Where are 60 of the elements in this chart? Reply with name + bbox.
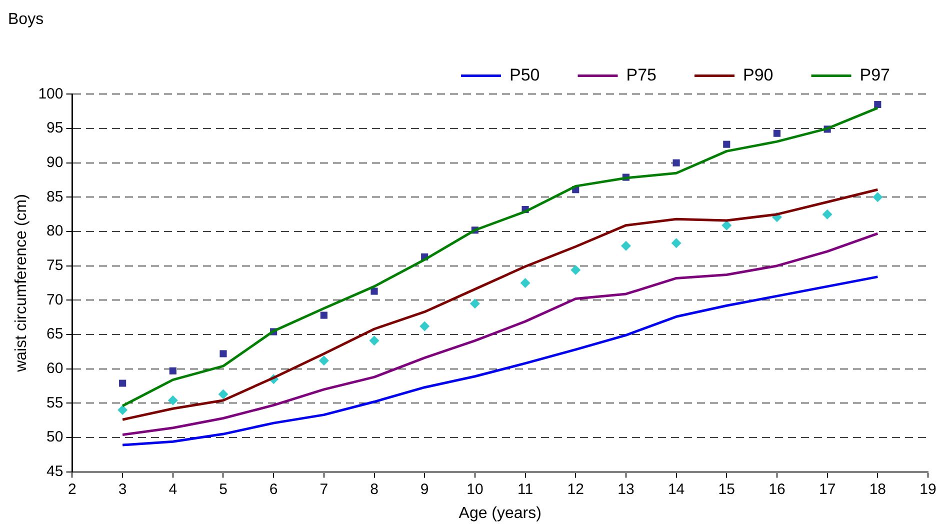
point [420,321,430,332]
point [118,405,128,416]
x-tick-label: 17 [818,480,836,498]
x-tick-label: 5 [219,480,228,498]
point [773,130,781,137]
point [874,100,882,108]
point [119,380,126,387]
legend-label: P75 [626,65,657,84]
x-axis-title: Age (years) [458,504,542,522]
x-tick-label: 3 [118,480,127,498]
x-tick-label: 19 [920,480,936,498]
x-tick-label: 7 [320,480,328,498]
x-tick-label: 9 [420,480,429,498]
point [620,240,631,251]
y-tick-label: 70 [46,291,64,308]
y-tick-label: 80 [46,222,64,240]
x-tick-label: 8 [370,480,378,498]
point [369,336,380,346]
point [169,367,176,374]
y-tick-label: 75 [46,256,64,274]
y-tick-label: 65 [46,326,64,343]
y-tick-label: 85 [46,188,64,206]
point [318,356,329,366]
point [872,192,883,202]
x-tick-label: 18 [869,480,886,498]
y-tick-label: 50 [46,428,64,446]
point [723,140,730,148]
point [671,238,682,248]
point [570,264,581,275]
y-tick-label: 45 [46,462,64,480]
point [470,298,480,309]
y-tick-label: 90 [46,154,64,171]
x-tick-label: 15 [718,480,735,498]
legend-label: P90 [743,65,774,84]
x-tick-label: 6 [269,480,278,498]
point [320,312,328,319]
point [168,395,178,406]
y-tick-label: 100 [38,85,64,102]
point [220,350,227,358]
point [370,288,378,295]
y-tick-label: 95 [46,120,64,137]
y-axis-title: waist circumference (cm) [13,194,30,373]
x-tick-label: 10 [466,480,484,498]
chart-title: Boys [8,11,44,28]
x-tick-label: 16 [768,480,786,498]
point [218,389,228,400]
x-tick-label: 2 [68,480,76,498]
point [822,209,832,220]
x-tick-label: 14 [668,480,685,498]
point [722,220,732,230]
x-tick-label: 13 [618,480,634,498]
point [520,278,530,288]
legend-label: P97 [860,65,890,84]
legend-label: P50 [510,65,540,84]
x-tick-label: 12 [567,480,584,498]
y-tick-label: 55 [46,394,64,412]
x-tick-label: 4 [168,480,178,498]
y-tick-label: 60 [46,360,64,377]
point [672,159,680,166]
x-tick-label: 11 [517,480,534,498]
